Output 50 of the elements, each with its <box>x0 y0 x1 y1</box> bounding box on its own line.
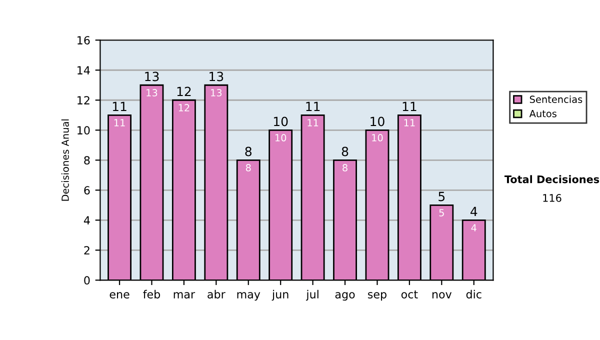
y-tick-label: 12 <box>78 96 90 104</box>
total-label: 8 <box>245 146 252 156</box>
legend-label: Autos <box>529 110 556 118</box>
data-label: 11 <box>404 119 415 126</box>
total-label: 11 <box>112 102 126 112</box>
y-tick-label: 8 <box>84 156 90 165</box>
data-label: 5 <box>439 209 444 216</box>
x-tick-label: mar <box>174 292 196 298</box>
x-tick-label: feb <box>143 290 160 298</box>
total-label: 12 <box>177 86 191 96</box>
y-tick-label: 10 <box>78 126 90 135</box>
total-label: 5 <box>438 192 445 202</box>
total-label: 10 <box>274 116 288 126</box>
data-label: 10 <box>372 134 383 142</box>
data-label: 8 <box>246 164 251 172</box>
data-label: 11 <box>114 119 125 126</box>
data-label: 11 <box>308 119 318 126</box>
x-tick-label: ago <box>335 292 355 301</box>
data-label: 8 <box>342 164 348 172</box>
x-tick-label: abr <box>208 290 226 298</box>
text: Total Decisiones <box>504 175 600 184</box>
data-label: 12 <box>178 104 190 112</box>
x-tick-label: sep <box>368 292 386 301</box>
y-tick-label: 16 <box>78 36 90 44</box>
x-tick-label: jul <box>306 290 318 301</box>
total-label: 13 <box>145 72 159 82</box>
total-label: 13 <box>210 72 224 82</box>
y-tick-label: 2 <box>84 246 90 254</box>
total-label: 8 <box>342 146 348 156</box>
x-tick-label: nov <box>432 292 452 298</box>
x-tick-label: ene <box>110 292 130 298</box>
y-tick-label: 14 <box>78 66 90 74</box>
y-tick-label: 0 <box>84 276 90 285</box>
data-label: 13 <box>146 89 158 96</box>
data-label: 10 <box>275 134 286 142</box>
total-label: 11 <box>402 102 416 112</box>
data-label: 4 <box>471 224 476 232</box>
y-tick-label: 6 <box>84 186 90 195</box>
total-label: 10 <box>370 116 384 126</box>
total-label: 11 <box>306 102 320 112</box>
x-tick-label: dic <box>466 290 482 298</box>
x-tick-label: jun <box>272 290 288 301</box>
y-tick-label: 4 <box>84 216 90 224</box>
x-tick-label: oct <box>401 290 418 298</box>
total-label: 4 <box>470 206 478 216</box>
x-tick-label: may <box>237 292 260 301</box>
legend-label: Sentencias <box>530 95 582 104</box>
data-label: 13 <box>211 89 222 96</box>
y-axis-title: Decisiones Anual <box>61 119 69 201</box>
text: 116 <box>543 194 562 202</box>
